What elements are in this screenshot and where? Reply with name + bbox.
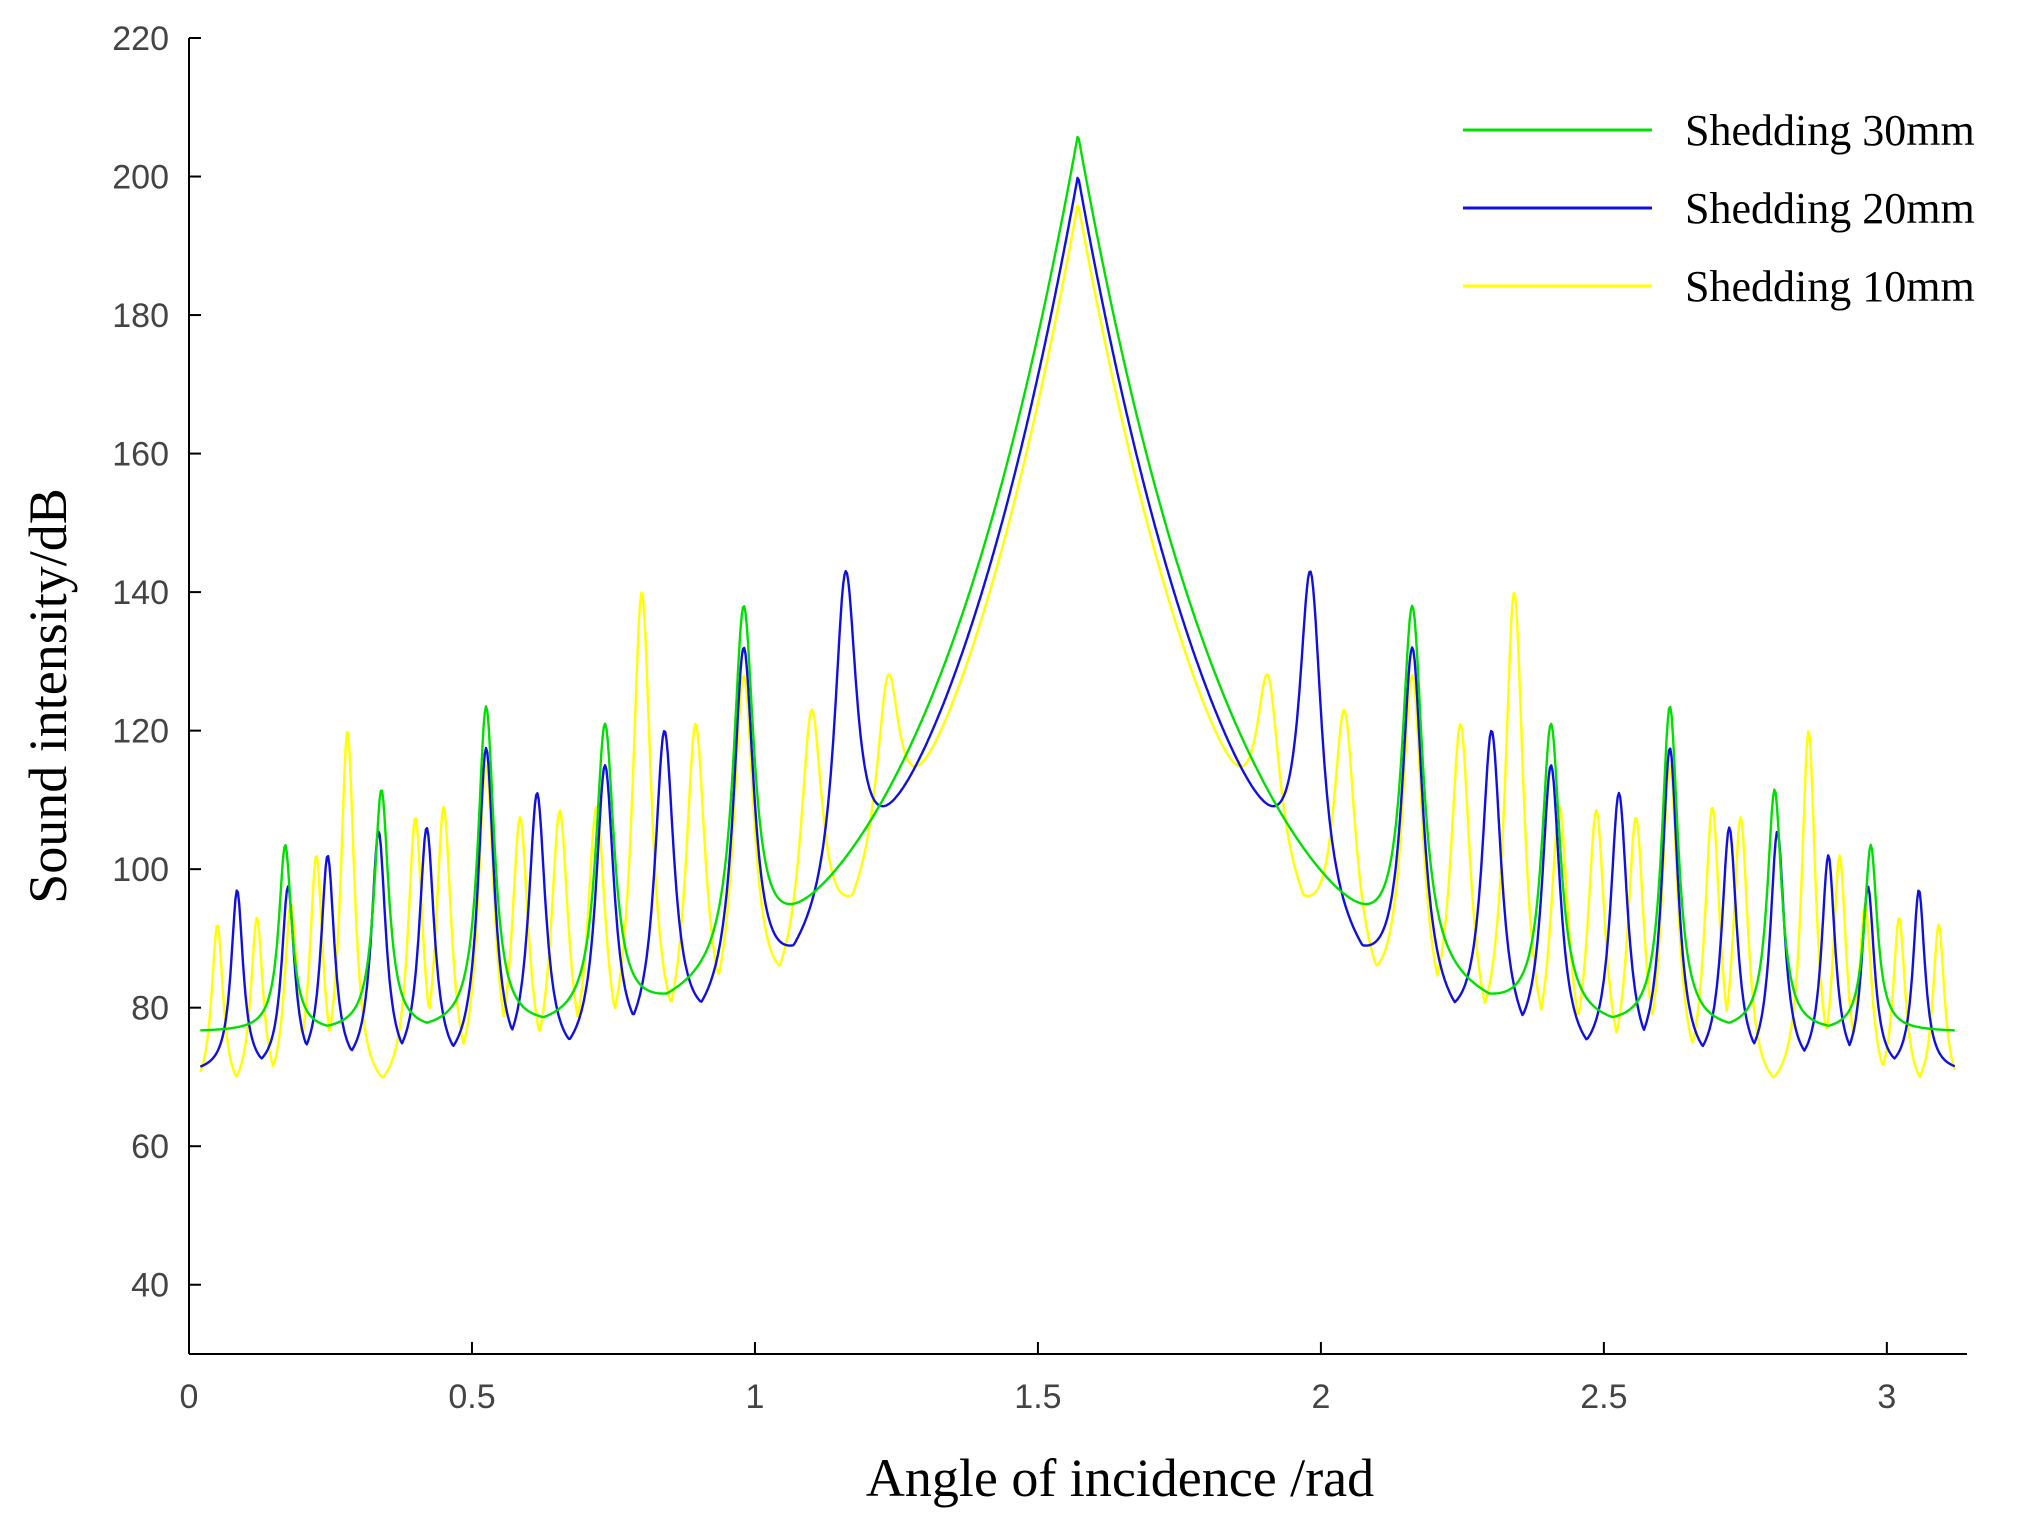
x-axis-title: Angle of incidence /rad [866,1448,1374,1508]
series-line-shedding-20mm [199,176,1956,1068]
y-tick-label: 180 [112,297,169,335]
y-tick-label: 220 [112,20,169,58]
series-line-shedding-30mm [200,135,1955,1032]
series-lines [199,135,1956,1079]
x-tick-label: 3 [1877,1378,1896,1416]
axes [188,38,1967,1355]
x-tick-label: 1.5 [1014,1378,1061,1416]
series-line-shedding-10mm [199,204,1956,1079]
y-axis-title: Sound intensity/dB [18,488,78,904]
y-tick-label: 100 [112,851,169,889]
y-ticks: 40 60 80 100 120 140 160 180 200 220 [112,20,201,1305]
y-tick-label: 60 [131,1128,169,1166]
legend-label: Shedding 30mm [1685,106,1975,155]
legend-label: Shedding 10mm [1685,262,1975,311]
x-tick-label: 2.5 [1580,1378,1627,1416]
y-tick-label: 80 [131,990,169,1028]
x-tick-label: 0.5 [448,1378,495,1416]
x-tick-label: 2 [1311,1378,1330,1416]
y-tick-label: 140 [112,574,169,612]
legend: Shedding 30mm Shedding 20mm Shedding 10mm [1463,106,1975,311]
y-tick-label: 40 [131,1267,169,1305]
y-tick-label: 120 [112,713,169,751]
y-tick-label: 160 [112,436,169,474]
legend-label: Shedding 20mm [1685,184,1975,233]
x-tick-label: 0 [180,1378,199,1416]
x-tick-label: 1 [745,1378,764,1416]
x-ticks: 0 0.5 1 1.5 2 2.5 3 [180,1342,1896,1416]
y-tick-label: 200 [112,159,169,197]
